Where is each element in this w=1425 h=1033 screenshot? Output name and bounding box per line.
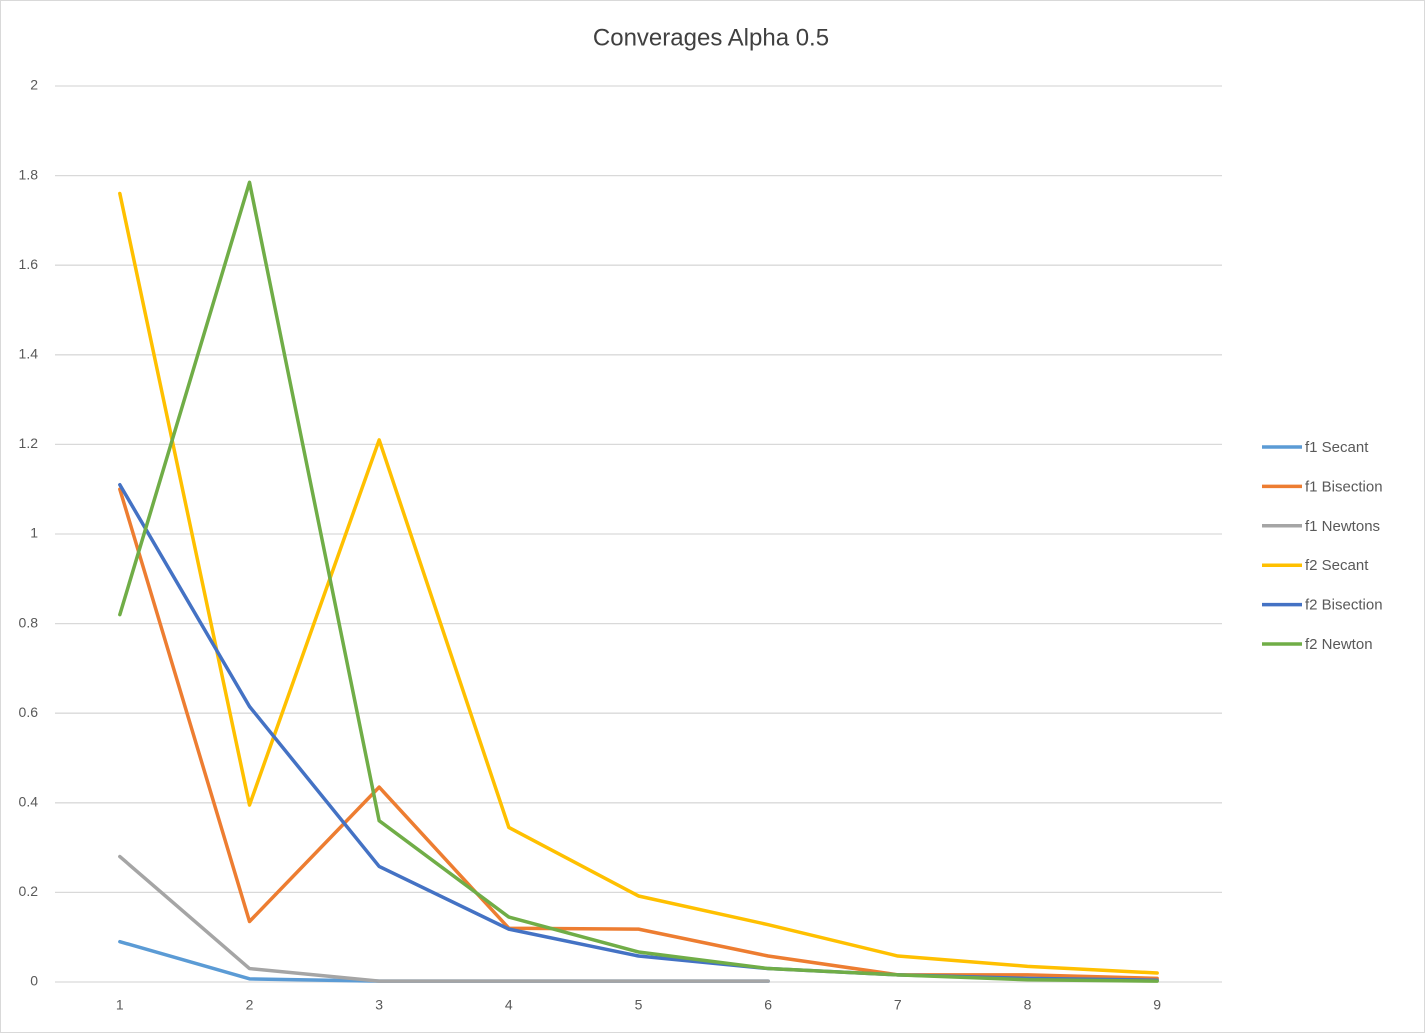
x-tick-label: 3 [375, 997, 383, 1013]
y-tick-label: 0 [30, 973, 38, 989]
legend-label: f2 Bisection [1305, 597, 1383, 614]
x-tick-label: 4 [505, 997, 513, 1013]
x-tick-label: 5 [635, 997, 643, 1013]
y-tick-label: 1.2 [19, 435, 39, 451]
y-tick-label: 0.2 [19, 883, 39, 899]
y-tick-label: 0.6 [19, 704, 39, 720]
y-tick-label: 1 [30, 525, 38, 541]
chart-title: Converages Alpha 0.5 [593, 24, 829, 51]
legend-label: f2 Secant [1305, 557, 1369, 574]
legend-label: f1 Newtons [1305, 518, 1380, 535]
y-tick-label: 0.4 [19, 794, 39, 810]
x-tick-label: 7 [894, 997, 902, 1013]
series-line [118, 191, 1159, 975]
series-line [118, 854, 770, 983]
x-tick-label: 1 [116, 997, 124, 1013]
series-line [118, 487, 1159, 981]
y-tick-label: 1.8 [19, 166, 39, 182]
x-tick-label: 9 [1153, 997, 1161, 1013]
x-tick-label: 2 [246, 997, 254, 1013]
x-tick-label: 6 [764, 997, 772, 1013]
legend-label: f1 Secant [1305, 439, 1369, 456]
y-tick-label: 0.8 [19, 614, 39, 630]
y-tick-label: 1.4 [19, 346, 39, 362]
y-tick-label: 2 [30, 77, 38, 93]
x-tick-label: 8 [1024, 997, 1032, 1013]
y-tick-label: 1.6 [19, 256, 39, 272]
series-line [118, 180, 1159, 983]
legend-label: f1 Bisection [1305, 478, 1383, 495]
legend-label: f2 Newton [1305, 636, 1373, 653]
